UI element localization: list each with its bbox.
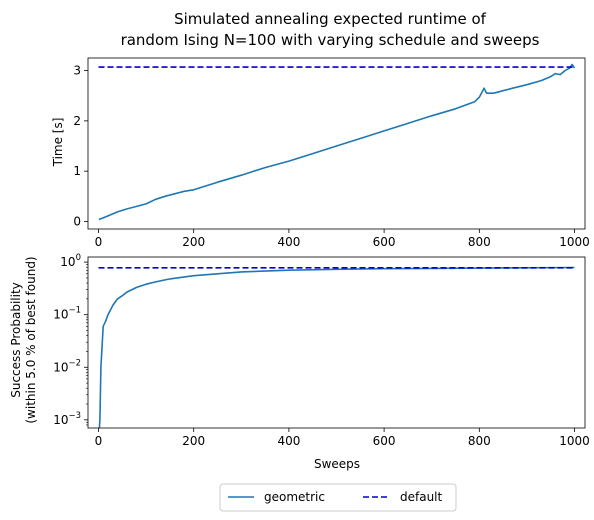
- x-tick-label: 0: [95, 434, 103, 448]
- x-axis-label: Sweeps: [314, 457, 360, 471]
- y-tick-label: 100: [60, 253, 81, 269]
- series-geometric-line: [98, 266, 575, 428]
- x-tick-label: 800: [468, 434, 491, 448]
- y-tick-label: 10−3: [53, 411, 81, 427]
- legend: geometric default: [219, 483, 457, 512]
- x-tick-label: 1000: [559, 434, 590, 448]
- success-probability-plot: 0 200 400 600 800 1000 10−3 10−2 10−1 100: [53, 253, 590, 448]
- x-tick-label: 0: [95, 235, 103, 249]
- y-tick-label: 10−1: [53, 306, 81, 322]
- legend-geometric-label: geometric: [264, 490, 325, 504]
- x-tick-label: 800: [468, 235, 491, 249]
- chart-title-line-1: Simulated annealing expected runtime of: [174, 10, 487, 28]
- time-y-axis-label: Time [s]: [51, 118, 65, 168]
- x-tick-label: 200: [182, 235, 205, 249]
- y-tick-label: 1: [73, 164, 81, 178]
- plot-frame: [87, 57, 586, 230]
- x-tick-label: 1000: [559, 235, 590, 249]
- chart-title-line-2: random Ising N=100 with varying schedule…: [121, 31, 540, 49]
- x-tick-label: 600: [373, 235, 396, 249]
- x-tick-label: 400: [277, 434, 300, 448]
- y-tick-label: 3: [73, 64, 81, 78]
- plot-frame: [87, 256, 586, 429]
- time-plot: 0 200 400 600 800 1000 0 1 2 3: [73, 57, 590, 249]
- legend-default-label: default: [400, 490, 443, 504]
- y-tick-label: 10−2: [53, 358, 81, 374]
- series-geometric-line: [98, 63, 576, 221]
- y-tick-label: 0: [73, 214, 81, 228]
- legend-box: [219, 483, 457, 512]
- y-tick-label: 2: [73, 114, 81, 128]
- success-y-axis-label-line-1: Success Probability: [9, 282, 23, 398]
- x-tick-label: 400: [277, 235, 300, 249]
- success-y-axis-label-line-2: (within 5.0 % of best found): [24, 256, 38, 423]
- x-tick-label: 200: [182, 434, 205, 448]
- x-tick-label: 600: [373, 434, 396, 448]
